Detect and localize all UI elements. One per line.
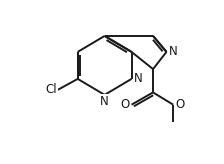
Text: N: N [100,95,109,108]
Text: Cl: Cl [45,83,57,96]
Text: O: O [120,98,129,111]
Text: O: O [176,98,185,111]
Text: N: N [168,45,177,58]
Text: N: N [134,72,143,85]
